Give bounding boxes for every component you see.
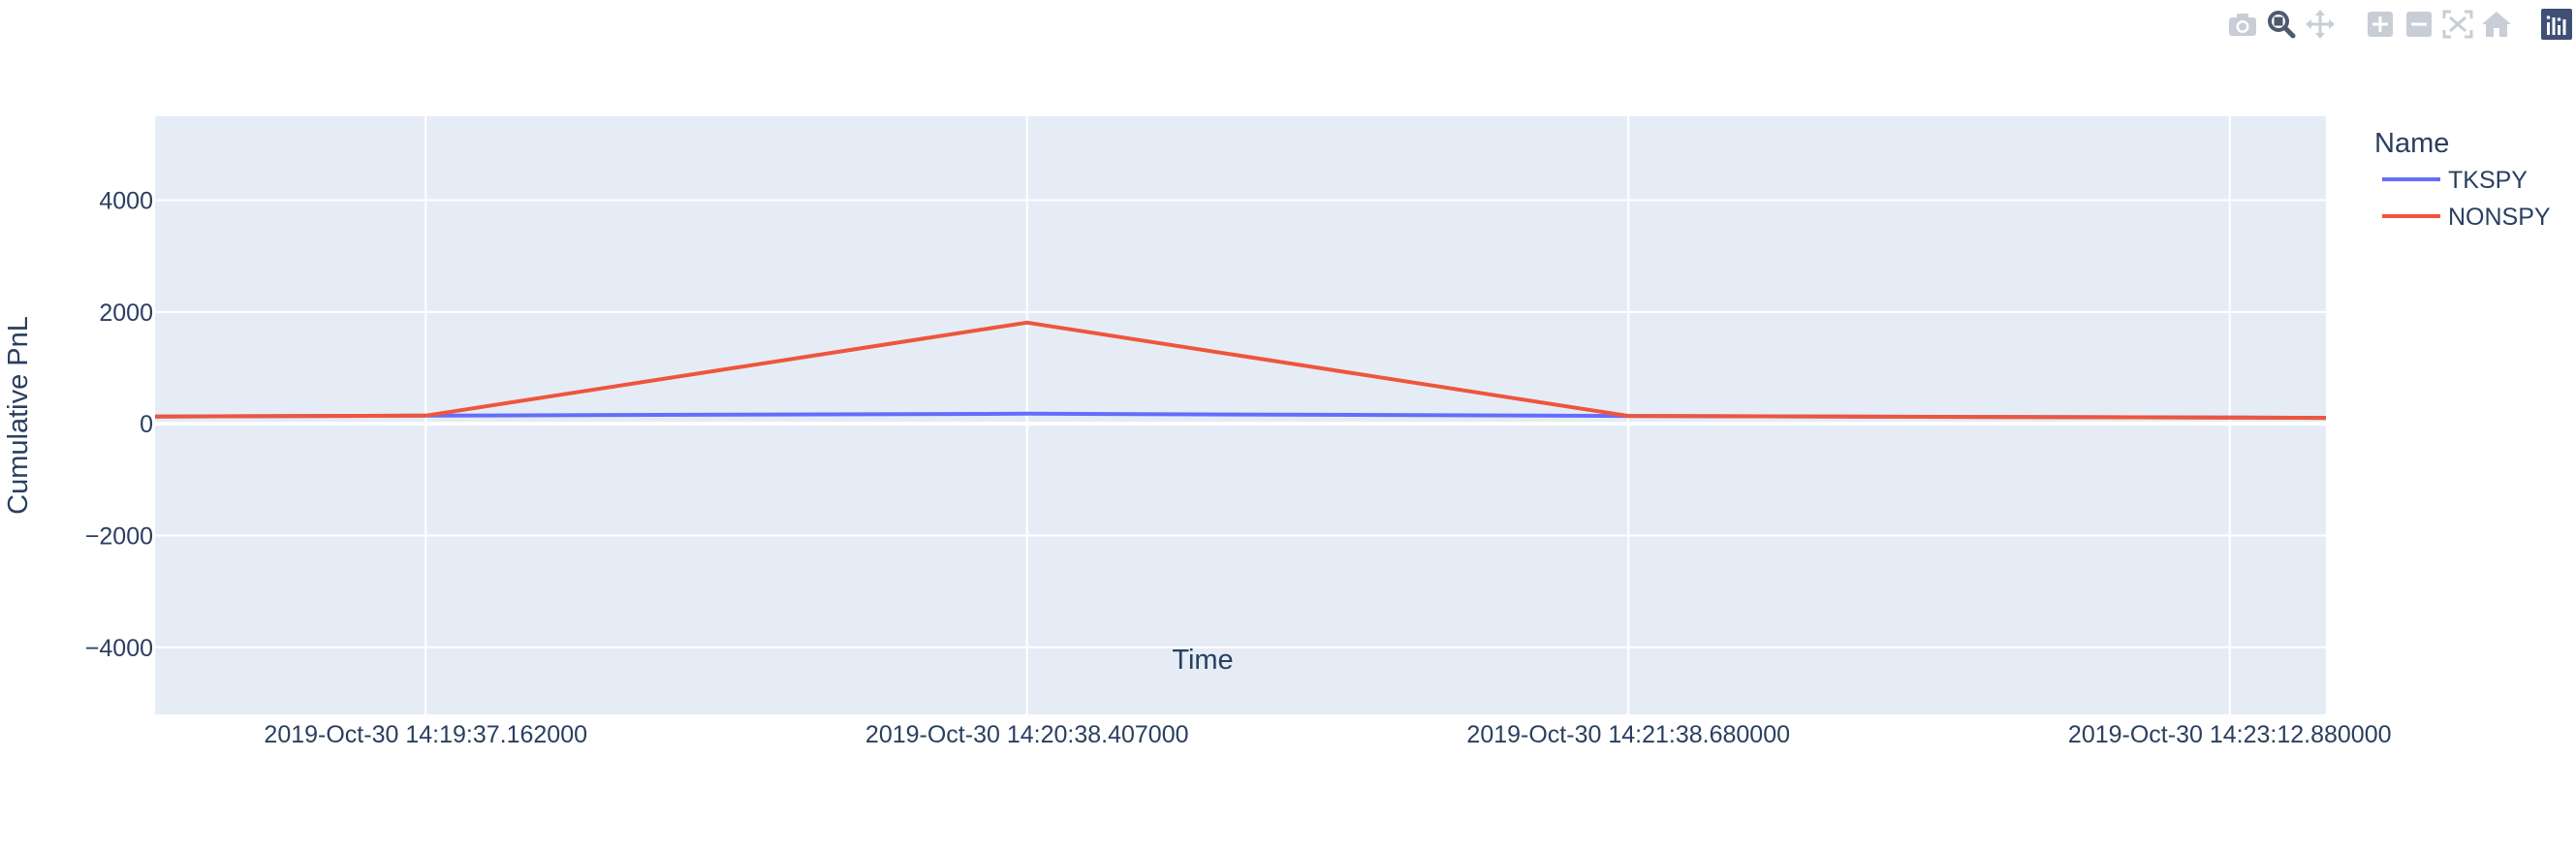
series-layer (154, 320, 2327, 421)
autoscale-button[interactable] (2438, 8, 2477, 41)
x-tick-label: 2019-Oct-30 14:20:38.407000 (865, 721, 1189, 748)
legend-label: NONSPY (2448, 204, 2551, 231)
x-axis: 2019-Oct-30 14:19:37.162000 2019-Oct-30 1… (264, 721, 2391, 748)
pan-icon (2306, 10, 2335, 39)
y-tick-label: −2000 (85, 522, 153, 550)
x-tick-label: 2019-Oct-30 14:21:38.680000 (1466, 721, 1790, 748)
x-tick-label: 2019-Oct-30 14:23:12.880000 (2068, 721, 2392, 748)
modebar-group-2 (2361, 8, 2516, 41)
y-tick-label: 0 (140, 411, 153, 438)
legend-item-nonspy[interactable]: NONSPY (2382, 204, 2551, 231)
autoscale-icon (2442, 10, 2473, 39)
modebar-group-1 (2223, 8, 2340, 41)
series-line-nonspy[interactable] (154, 320, 2327, 421)
y-tick-label: 2000 (99, 300, 153, 327)
zoom-icon (2268, 11, 2296, 39)
y-tick-label: 4000 (99, 187, 153, 214)
y-axis: 4000 2000 0 −2000 −4000 (85, 187, 153, 661)
zoom-in-icon (2368, 12, 2393, 37)
download-plot-button[interactable] (2223, 8, 2262, 41)
x-tick-label: 2019-Oct-30 14:19:37.162000 (264, 721, 587, 748)
legend: Name TKSPY NONSPY (2374, 128, 2551, 231)
zoom-out-button[interactable] (2400, 8, 2438, 41)
home-icon (2482, 12, 2511, 37)
legend-item-tkspy[interactable]: TKSPY (2382, 167, 2528, 194)
y-tick-label: −4000 (85, 635, 153, 662)
y-axis-title: Cumulative PnL (3, 316, 34, 515)
zoom-in-button[interactable] (2361, 8, 2400, 41)
pan-button[interactable] (2301, 8, 2340, 41)
legend-title: Name (2374, 128, 2449, 159)
plotly-logo-button[interactable] (2537, 8, 2576, 41)
plotly-logo-icon (2541, 9, 2572, 40)
legend-label: TKSPY (2448, 167, 2528, 194)
modebar (2202, 8, 2576, 41)
reset-axes-button[interactable] (2477, 8, 2516, 41)
camera-icon (2229, 14, 2256, 36)
zoom-button[interactable] (2262, 8, 2301, 41)
modebar-group-3 (2537, 8, 2576, 41)
zoom-out-icon (2406, 12, 2432, 37)
x-axis-title: Time (1172, 645, 1233, 676)
